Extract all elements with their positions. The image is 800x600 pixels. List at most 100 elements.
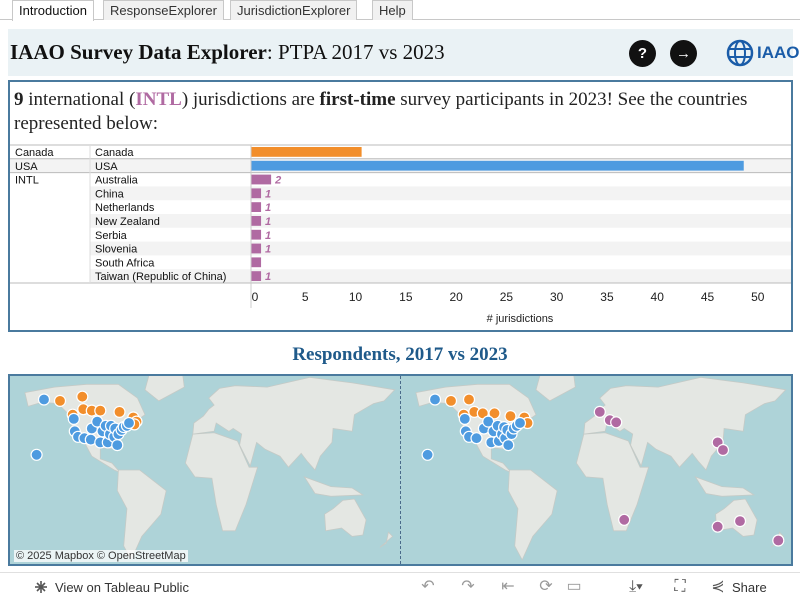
respondent-point: [618, 513, 631, 526]
respondent-point: [772, 534, 785, 547]
share-icon[interactable]: ⋞: [711, 578, 725, 595]
respondent-point: [458, 412, 471, 426]
country-label: Slovenia: [95, 244, 138, 256]
tab-response-explorer[interactable]: ResponseExplorer: [103, 0, 224, 20]
group-label: INTL: [15, 175, 39, 187]
intro-first-time: first-time: [319, 89, 396, 110]
redo-icon[interactable]: ↷: [461, 578, 475, 595]
download-icon[interactable]: ⤓▾: [629, 578, 643, 595]
bar-value-label: 1: [265, 230, 271, 242]
country-label: Serbia: [95, 230, 128, 242]
bar-value-label: 1: [265, 244, 271, 256]
x-tick-label: 15: [399, 290, 413, 304]
land-shape: [192, 376, 396, 471]
share-button[interactable]: Share: [732, 580, 767, 595]
intro-text-2: ) jurisdictions are: [181, 89, 320, 110]
x-tick-label: 25: [500, 290, 514, 304]
land-shape: [507, 469, 558, 561]
tab-jurisdiction-explorer[interactable]: JurisdictionExplorer: [230, 0, 358, 20]
land-shape: [144, 376, 185, 402]
x-tick-label: 10: [349, 290, 363, 304]
bar: [251, 174, 272, 185]
land-shape: [303, 476, 365, 497]
country-label: Taiwan (Republic of China): [95, 271, 226, 283]
x-tick-label: 5: [302, 290, 309, 304]
x-tick-label: 20: [449, 290, 463, 304]
respondent-point: [76, 390, 89, 403]
respondent-point: [502, 438, 515, 452]
country-label: Canada: [95, 147, 134, 159]
x-tick-label: 35: [600, 290, 614, 304]
revert-icon[interactable]: ⇤: [501, 578, 515, 595]
country-label: Australia: [95, 175, 139, 187]
map-2017: [24, 376, 396, 561]
x-tick-label: 30: [550, 290, 564, 304]
map-attribution[interactable]: © 2025 Mapbox © OpenStreetMap: [14, 550, 188, 562]
bar: [251, 188, 262, 199]
jurisdiction-bar-chart: Canada Canada USA USA INTL Australia 2 China 1 Ne…: [10, 144, 791, 325]
fullscreen-icon[interactable]: ⛶: [674, 578, 686, 595]
respondent-maps: © 2025 Mapbox © OpenStreetMap: [8, 374, 793, 566]
bar: [251, 147, 362, 157]
respondent-point: [53, 394, 67, 407]
respondent-point: [733, 515, 747, 528]
next-button[interactable]: →: [670, 40, 697, 67]
land-shape: [379, 531, 394, 548]
intro-intl: INTL: [135, 89, 182, 110]
group-label: Canada: [15, 147, 54, 159]
undo-icon[interactable]: ↶: [421, 578, 435, 595]
maps-title: Respondents, 2017 vs 2023: [292, 344, 508, 365]
x-tick-label: 40: [651, 290, 665, 304]
respondent-point: [610, 416, 623, 429]
group-label: USA: [15, 161, 38, 173]
bar: [251, 202, 262, 212]
bar: [251, 257, 262, 268]
land-shape: [535, 376, 576, 402]
help-button[interactable]: ?: [629, 40, 656, 67]
intro-count: 9: [14, 89, 24, 110]
tableau-toolbar: View on Tableau Public ↶ ↷ ⇤ ⟳ ▭ ⤓▾ ⛶ ⋞ …: [0, 572, 800, 600]
intro-text-3: survey participants in 2023! See the cou…: [14, 89, 748, 134]
tableau-icon: [35, 581, 47, 593]
bar: [251, 271, 262, 281]
intro-text: 9 international (INTL) jurisdictions are…: [14, 88, 784, 136]
row-band: [90, 241, 791, 256]
page-title: IAAO Survey Data Explorer: PTPA 2017 vs …: [10, 40, 445, 65]
logo-text: IAAO: [757, 43, 800, 62]
country-label: Netherlands: [95, 202, 155, 214]
respondent-point: [113, 405, 126, 419]
country-label: China: [95, 188, 125, 200]
respondent-point: [504, 409, 517, 423]
land-shape: [184, 432, 259, 532]
country-label: USA: [95, 161, 118, 173]
intro-panel: 9 international (INTL) jurisdictions are…: [8, 80, 793, 332]
refresh-icon[interactable]: ⟳: [539, 578, 553, 595]
x-tick-label: 0: [252, 290, 259, 304]
land-shape: [415, 383, 537, 474]
pause-icon[interactable]: ▭: [566, 578, 582, 595]
land-shape: [694, 476, 756, 497]
tab-introduction[interactable]: Introduction: [12, 0, 94, 21]
tab-bar: Introduction ResponseExplorer Jurisdicti…: [0, 0, 800, 21]
respondent-point: [94, 404, 107, 417]
page-title-rest: : PTPA 2017 vs 2023: [266, 40, 445, 64]
globe-icon: [726, 39, 754, 67]
bar: [251, 216, 262, 226]
land-shape: [575, 432, 650, 532]
respondent-point: [462, 393, 476, 406]
view-on-tableau-link[interactable]: View on Tableau Public: [55, 580, 189, 595]
row-band: [90, 214, 791, 228]
intro-text-1: international (: [23, 89, 136, 110]
bar-value-label: 1: [265, 188, 271, 200]
x-tick-label: 50: [751, 290, 765, 304]
land-shape: [116, 469, 167, 561]
country-label: New Zealand: [95, 216, 160, 228]
bar: [251, 243, 262, 254]
respondent-point: [67, 412, 80, 426]
tab-help[interactable]: Help: [372, 0, 413, 20]
respondent-point: [37, 393, 51, 406]
map-divider: [400, 376, 401, 564]
respondent-point: [513, 416, 527, 430]
respondent-point: [111, 438, 124, 452]
respondent-point: [593, 405, 606, 419]
